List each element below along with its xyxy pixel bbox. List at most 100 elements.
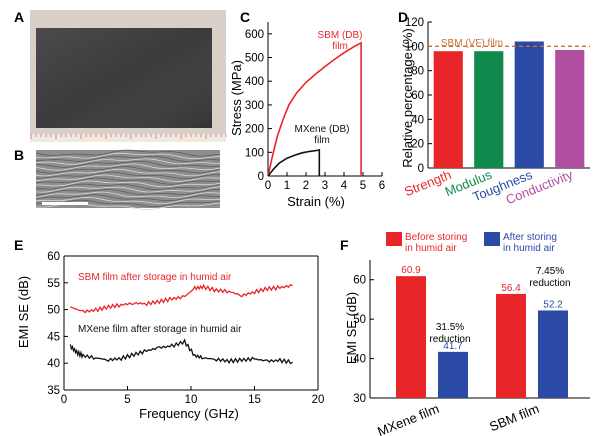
f-legend-swatch-before xyxy=(386,232,402,246)
y-tick-label: 0 xyxy=(418,163,424,175)
f-bars: 60.9 41.7 56.4 52.2 xyxy=(396,265,568,398)
y-tick-label: 400 xyxy=(245,76,264,88)
panel-letter-d: D xyxy=(398,9,408,25)
f-legend-after-1: After storing xyxy=(503,232,557,243)
y-tick-label: 40 xyxy=(47,358,60,370)
f-annotation-mxene-1: 31.5% xyxy=(436,322,464,333)
d-bar-conductivity xyxy=(555,49,585,168)
sem-layer xyxy=(35,149,221,157)
c-xlabel: Strain (%) xyxy=(287,194,345,209)
c-ylabel: Stress (MPa) xyxy=(229,60,244,136)
y-tick-label: 300 xyxy=(245,100,264,112)
ruler-ticks xyxy=(30,134,227,139)
c-mxene-line xyxy=(267,148,321,177)
sem-layer xyxy=(35,152,221,160)
panel-letter-c: C xyxy=(240,9,250,25)
sem-layer xyxy=(36,156,221,162)
y-tick-label: 200 xyxy=(245,124,264,136)
f-value-label: 56.4 xyxy=(501,283,521,294)
y-tick-label: 50 xyxy=(47,305,60,317)
d-bars xyxy=(433,41,585,169)
y-tick-label: 20 xyxy=(411,139,424,151)
c-sbm-line xyxy=(267,41,362,177)
f-bar xyxy=(496,293,526,398)
panel-c: C Stress (MPa) Strain (%) 0 1 2 3 4 5 6 0 100 200… xyxy=(229,9,385,209)
f-annotation-sbm-1: 7.45% xyxy=(536,266,564,277)
y-tick-label: 40 xyxy=(353,354,366,366)
sem-layer xyxy=(35,160,221,168)
e-sbm-line xyxy=(70,283,293,314)
y-tick-label: 45 xyxy=(47,331,60,343)
f-legend-before-1: Before storing xyxy=(405,232,467,243)
f-category-labels: MXene film SBM film xyxy=(375,401,541,436)
y-tick-label: 100 xyxy=(405,41,424,53)
y-tick-label: 40 xyxy=(411,114,424,126)
y-tick-label: 55 xyxy=(47,278,60,290)
x-tick-label: 0 xyxy=(265,180,271,192)
f-bar xyxy=(396,276,426,398)
e-xlabel: Frequency (GHz) xyxy=(139,406,239,421)
y-tick-label: 30 xyxy=(353,393,366,405)
d-bar-toughness xyxy=(514,41,544,168)
x-tick-label: 1 xyxy=(284,180,290,192)
x-tick-label: 6 xyxy=(379,180,385,192)
sem-layer xyxy=(35,158,221,165)
y-tick-label: 0 xyxy=(258,171,264,183)
scale-bar xyxy=(42,202,88,205)
f-legend-after-2: in humid air xyxy=(503,243,555,254)
sem-layer xyxy=(35,166,221,174)
c-mxene-label-2: film xyxy=(314,135,330,146)
panel-d: D Relative percentage (%) 0 20 40 60 80 100 12… xyxy=(398,9,590,207)
f-category-label: MXene film xyxy=(375,401,441,436)
x-tick-label: 5 xyxy=(124,394,130,406)
y-tick-label: 100 xyxy=(245,147,264,159)
c-ticks: 0 1 2 3 4 5 6 0 100 200 300 400 500 600 xyxy=(245,29,385,192)
c-mxene-label-1: MXene (DB) xyxy=(294,124,349,135)
y-tick-label: 600 xyxy=(245,29,264,41)
panel-e: E EMI SE (dB) Frequency (GHz) 0 5 10 15 20 35… xyxy=(14,237,324,421)
x-tick-label: 2 xyxy=(303,180,309,192)
x-tick-label: 4 xyxy=(341,180,348,192)
sem-layer xyxy=(35,177,221,185)
d-ylabel: Relative percentage (%) xyxy=(400,28,415,167)
f-value-label: 52.2 xyxy=(543,299,563,310)
sem-layer xyxy=(35,180,221,188)
d-ticks: 0 20 40 60 80 100 120 xyxy=(405,17,432,175)
x-tick-label: 10 xyxy=(185,394,198,406)
sem-layer xyxy=(35,168,221,177)
c-sbm-label-2: film xyxy=(332,41,348,52)
d-reference-label: SBM (VF) film xyxy=(441,38,503,49)
y-tick-label: 50 xyxy=(353,314,366,326)
e-mxene-line xyxy=(69,338,293,365)
ruler xyxy=(30,134,226,142)
sem-layer xyxy=(35,196,221,205)
y-tick-label: 60 xyxy=(47,251,60,263)
sem-layer xyxy=(35,194,221,202)
sem-layer xyxy=(35,183,221,190)
y-tick-label: 60 xyxy=(411,90,424,102)
panel-b: B xyxy=(14,147,221,210)
x-tick-label: 15 xyxy=(248,394,261,406)
f-legend-swatch-after xyxy=(484,232,500,246)
e-ticks: 0 5 10 15 20 35 40 45 50 55 60 xyxy=(47,251,324,406)
f-value-label: 60.9 xyxy=(401,265,421,276)
sem-layer xyxy=(35,171,221,180)
panel-letter-e: E xyxy=(14,237,23,253)
e-ylabel: EMI SE (dB) xyxy=(16,276,31,348)
panel-letter-f: F xyxy=(340,237,349,253)
d-bar-strength xyxy=(433,51,463,169)
e-sbm-label: SBM film after storage in humid air xyxy=(78,272,232,283)
c-sbm-label-1: SBM (DB) xyxy=(318,30,363,41)
x-tick-label: 20 xyxy=(312,394,325,406)
f-value-label: 41.7 xyxy=(443,341,463,352)
y-tick-label: 500 xyxy=(245,53,264,65)
panel-letter-a: A xyxy=(14,9,24,25)
panel-a: A xyxy=(14,9,227,142)
x-tick-label: 3 xyxy=(322,180,328,192)
y-tick-label: 80 xyxy=(411,66,424,78)
f-legend-before-2: in humid air xyxy=(405,243,457,254)
sem-layer xyxy=(35,199,221,207)
c-axes xyxy=(267,22,382,177)
panel-letter-b: B xyxy=(14,147,24,163)
